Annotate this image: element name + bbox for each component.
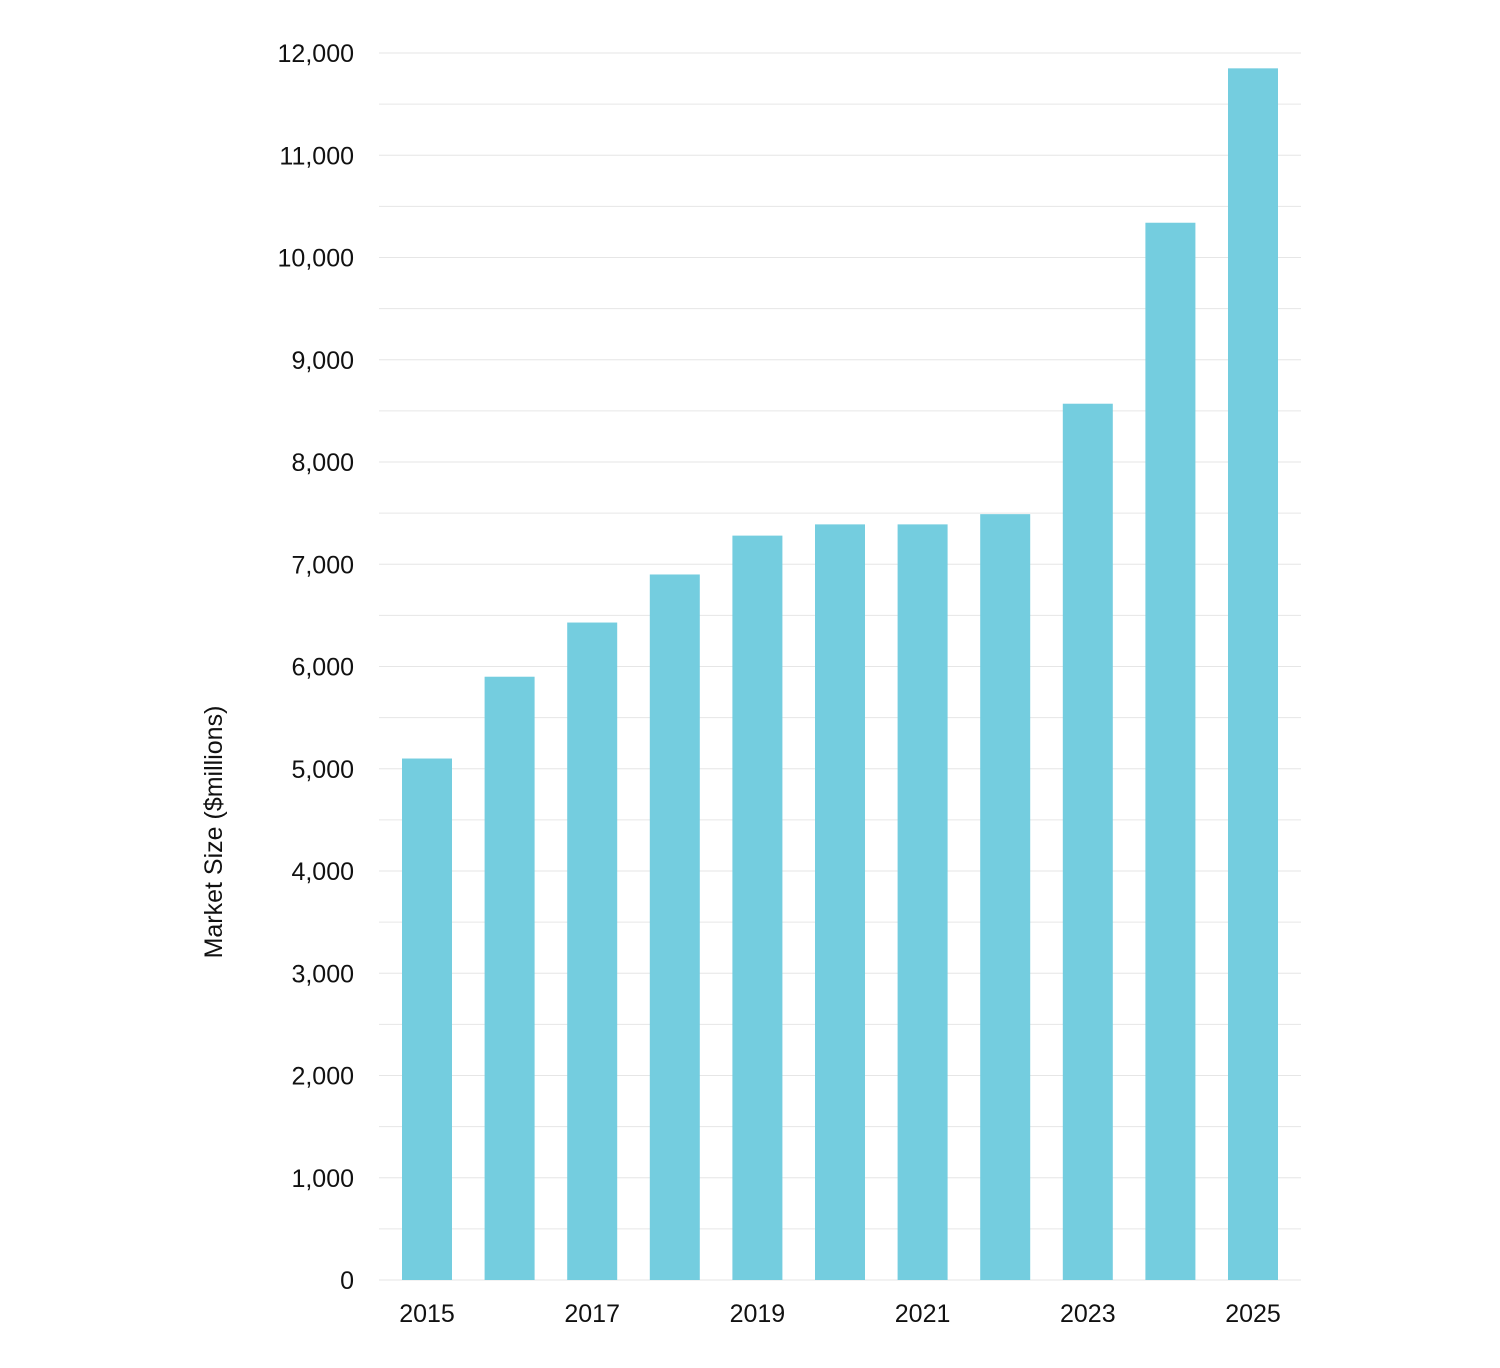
x-tick-label: 2023 (1060, 1300, 1116, 1328)
y-axis-title: Market Size ($millions) (200, 706, 228, 959)
x-tick-label: 2021 (895, 1300, 951, 1328)
bar-2021 (897, 524, 948, 1280)
bars (402, 68, 1278, 1281)
x-tick-label: 2017 (564, 1300, 620, 1328)
y-tick-label: 10,000 (278, 245, 354, 273)
y-tick-label: 1,000 (291, 1165, 354, 1193)
x-tick-label: 2019 (730, 1300, 786, 1328)
y-axis-ticks: 0 1,000 2,000 3,000 4,000 5,000 6,000 7,000 8,00… (278, 40, 354, 1295)
y-tick-label: 7,000 (291, 551, 354, 579)
x-tick-label: 2025 (1225, 1300, 1281, 1328)
bar-2017 (567, 622, 618, 1280)
y-tick-label: 6,000 (291, 654, 354, 682)
y-tick-label: 4,000 (291, 858, 354, 886)
x-tick-label: 2015 (399, 1300, 455, 1328)
bar-2016 (484, 676, 535, 1280)
y-tick-label: 11,000 (279, 142, 354, 170)
bar-2020 (815, 524, 865, 1280)
y-tick-label: 12,000 (278, 40, 354, 68)
y-tick-label: 0 (340, 1267, 354, 1295)
y-tick-label: 5,000 (291, 756, 354, 784)
bar-2018 (649, 574, 700, 1280)
bar-2025 (1228, 68, 1278, 1280)
bar-2024 (1145, 222, 1196, 1281)
y-tick-label: 8,000 (291, 449, 354, 477)
y-tick-label: 3,000 (291, 960, 354, 988)
y-tick-label: 2,000 (291, 1063, 354, 1091)
y-tick-label: 9,000 (291, 347, 354, 375)
bar-2023 (1062, 403, 1113, 1280)
bar-2022 (980, 514, 1031, 1280)
bar-2019 (732, 535, 783, 1280)
x-axis-ticks: 2015 2017 2019 2021 2023 2025 (399, 1300, 1281, 1328)
bar-2015 (402, 758, 452, 1280)
